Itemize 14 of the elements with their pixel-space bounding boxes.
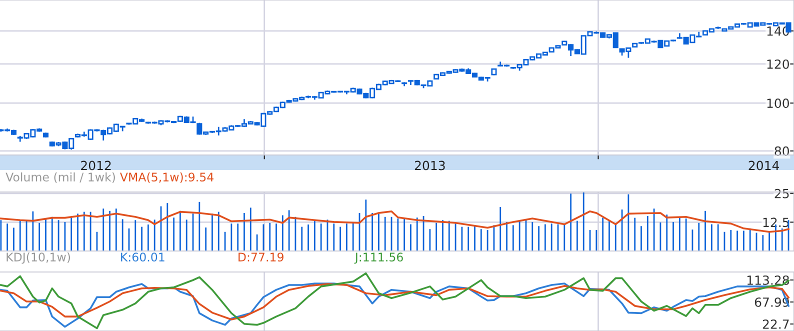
text: D:77.19 (238, 252, 284, 262)
y-tick-label: 100 (767, 98, 790, 108)
series-label: J:111.56 (354, 252, 403, 264)
y-tick-label: 12.5 (763, 218, 789, 228)
text: VMA(5,1w):9.54 (120, 172, 214, 183)
x-tick-label: 2013 (414, 160, 445, 170)
y-tick-label: 113.28 (747, 275, 789, 285)
chart-title: Volume (mil / 1wk) (6, 172, 115, 183)
x-tick-label: 2012 (81, 160, 111, 170)
x-tick-label: 2014 (748, 160, 780, 170)
y-tick-label: 120 (767, 59, 790, 69)
y-tick-label: 22.7 (762, 319, 789, 329)
chart-title: KDJ(10,1w) (6, 252, 70, 264)
text: K:60.01 (121, 252, 164, 262)
